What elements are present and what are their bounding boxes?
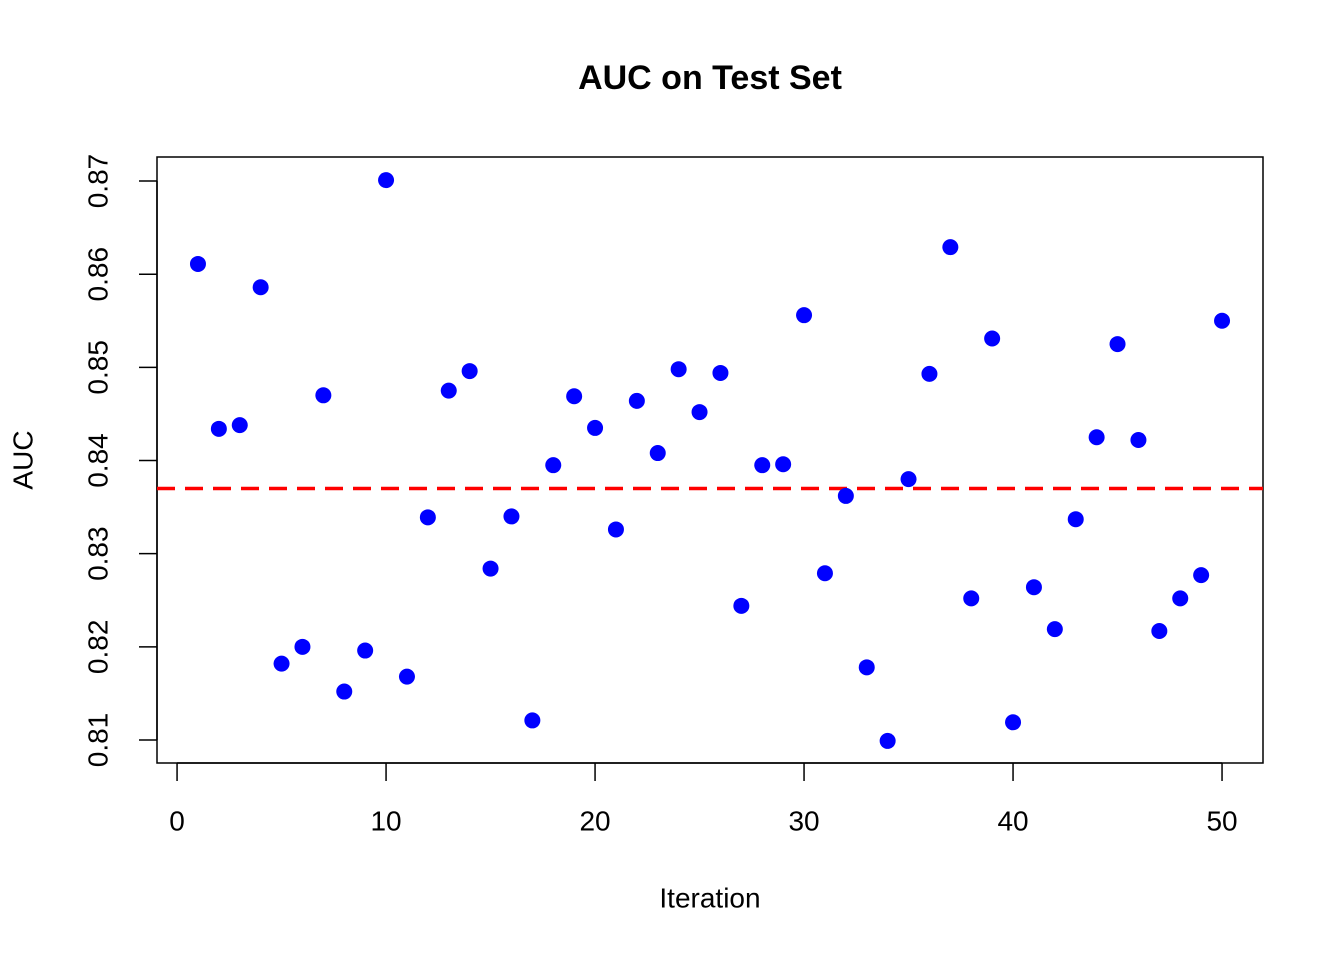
y-tick-label: 0.82 <box>82 620 113 675</box>
point <box>816 565 833 582</box>
point <box>1193 567 1210 584</box>
plot-frame <box>156 156 1264 764</box>
point <box>649 445 666 462</box>
point <box>796 307 813 324</box>
point <box>1214 312 1231 329</box>
point <box>921 365 938 382</box>
y-tick-label: 0.85 <box>82 340 113 395</box>
point <box>670 361 687 378</box>
y-tick-label: 0.81 <box>82 713 113 768</box>
point <box>419 509 436 526</box>
point <box>1025 579 1042 596</box>
chart-title: AUC on Test Set <box>578 59 842 97</box>
point <box>503 508 520 525</box>
x-tick-label: 10 <box>370 805 401 836</box>
point <box>963 590 980 607</box>
point <box>336 683 353 700</box>
point <box>545 457 562 474</box>
point <box>984 330 1001 347</box>
y-tick-label: 0.86 <box>82 247 113 302</box>
y-tick-label: 0.87 <box>82 154 113 209</box>
point <box>587 419 604 436</box>
x-tick-label: 20 <box>579 805 610 836</box>
point <box>1005 714 1022 731</box>
point <box>837 487 854 504</box>
x-tick-label: 0 <box>169 805 185 836</box>
point <box>1151 622 1168 639</box>
point <box>357 642 374 659</box>
point <box>315 387 332 404</box>
point <box>378 172 395 189</box>
x-tick-label: 30 <box>788 805 819 836</box>
x-tick-label: 50 <box>1206 805 1237 836</box>
point <box>294 638 311 655</box>
point <box>1172 590 1189 607</box>
point <box>1088 429 1105 446</box>
point <box>858 659 875 676</box>
point <box>628 392 645 409</box>
y-axis-label: AUC <box>7 430 38 489</box>
point <box>482 560 499 577</box>
point <box>1067 511 1084 528</box>
point <box>1109 336 1126 353</box>
point <box>566 388 583 405</box>
point <box>733 597 750 614</box>
point <box>398 668 415 685</box>
point <box>712 364 729 381</box>
y-tick-label: 0.83 <box>82 526 113 581</box>
point <box>607 521 624 538</box>
x-tick-label: 40 <box>997 805 1028 836</box>
point <box>252 279 269 296</box>
point <box>775 456 792 473</box>
point <box>879 732 896 749</box>
point <box>1130 432 1147 449</box>
point <box>691 404 708 421</box>
point <box>524 712 541 729</box>
point <box>189 255 206 272</box>
point <box>273 655 290 672</box>
x-axis-label: Iteration <box>659 882 760 913</box>
point <box>210 420 227 437</box>
point <box>231 417 248 434</box>
point <box>461 363 478 380</box>
y-tick-label: 0.84 <box>82 433 113 488</box>
point <box>942 239 959 256</box>
point <box>440 382 457 399</box>
point <box>754 457 771 474</box>
point <box>1046 621 1063 638</box>
point <box>900 471 917 488</box>
